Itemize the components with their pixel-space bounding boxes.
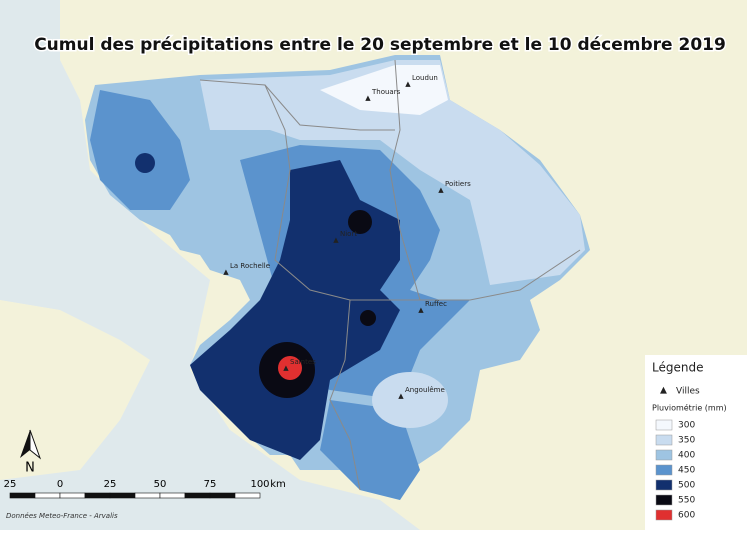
zone-450 bbox=[90, 90, 190, 210]
legend-swatch bbox=[655, 419, 673, 431]
zone-500 bbox=[190, 160, 400, 460]
city-label: Loudun bbox=[412, 74, 438, 82]
scale-label: 50 bbox=[154, 479, 167, 490]
scale-segment bbox=[209, 492, 236, 499]
scale-segment bbox=[9, 492, 36, 499]
scale-segment bbox=[134, 492, 161, 499]
border bbox=[329, 299, 361, 491]
legend-swatch bbox=[655, 434, 673, 446]
city-marker: ▲ bbox=[438, 186, 444, 194]
north-arrow-half bbox=[29, 429, 42, 460]
legend-cities-symbol: ▲ bbox=[660, 386, 667, 396]
legend-title: Légende bbox=[652, 361, 703, 375]
scale-segment bbox=[184, 492, 211, 499]
scale-segment bbox=[159, 492, 186, 499]
scale-segment bbox=[59, 492, 86, 499]
zone-600 bbox=[278, 356, 302, 380]
legend-value: 300 bbox=[678, 421, 695, 431]
scale-label: 25 bbox=[104, 479, 117, 490]
city-marker: ▲ bbox=[418, 306, 424, 314]
legend-swatch bbox=[655, 509, 673, 521]
legend-value: 350 bbox=[678, 436, 695, 446]
city-marker: ▲ bbox=[398, 392, 404, 400]
city-label: Saintes bbox=[290, 358, 316, 366]
border bbox=[389, 59, 421, 301]
city-marker: ▲ bbox=[365, 94, 371, 102]
city-marker: ▲ bbox=[333, 236, 339, 244]
city-label: Ruffec bbox=[425, 300, 447, 308]
border bbox=[199, 79, 581, 301]
scale-label: 0 bbox=[57, 479, 63, 490]
legend-value: 600 bbox=[678, 511, 695, 521]
zone-500 bbox=[135, 153, 155, 173]
scale-label: 75 bbox=[204, 479, 217, 490]
zone-300 bbox=[320, 65, 448, 115]
scale-label: 25 bbox=[4, 479, 17, 490]
north-label: N bbox=[25, 461, 35, 476]
city-marker: ▲ bbox=[405, 80, 411, 88]
legend-value: 550 bbox=[678, 496, 695, 506]
border bbox=[264, 84, 395, 131]
title: Cumul des précipitations entre le 20 sep… bbox=[34, 35, 726, 55]
zone-550 bbox=[360, 310, 376, 326]
zone-550 bbox=[348, 210, 372, 234]
legend-value: 450 bbox=[678, 466, 695, 476]
city-label: Angoulême bbox=[405, 386, 445, 394]
scale-segment bbox=[234, 492, 261, 499]
scale-label: 100 bbox=[250, 479, 269, 490]
zone-350 bbox=[200, 60, 585, 285]
legend-swatch bbox=[655, 494, 673, 506]
scale-segment bbox=[84, 492, 111, 499]
scale-unit: km bbox=[270, 479, 286, 490]
city-label: La Rochelle bbox=[230, 262, 270, 270]
legend-swatch bbox=[655, 449, 673, 461]
north-arrow-half bbox=[20, 430, 30, 458]
city-marker: ▲ bbox=[223, 268, 229, 276]
legend-value: 500 bbox=[678, 481, 695, 491]
scale-segment bbox=[109, 492, 136, 499]
city-marker: ▲ bbox=[283, 364, 289, 372]
city-label: Thouars bbox=[371, 88, 401, 96]
credit: Données Meteo-France - Arvalis bbox=[6, 512, 118, 520]
department-borders bbox=[199, 59, 581, 491]
legend-swatch bbox=[655, 479, 673, 491]
legend-rain-label: Pluviométrie (mm) bbox=[652, 403, 727, 413]
rain-zones bbox=[85, 55, 590, 500]
legend-value: 400 bbox=[678, 451, 695, 461]
city-label: Niort bbox=[340, 230, 357, 238]
legend-cities-label: Villes bbox=[676, 387, 700, 397]
city-label: Poitiers bbox=[445, 180, 471, 188]
land bbox=[0, 300, 150, 480]
legend-swatch bbox=[655, 464, 673, 476]
zone-350 bbox=[372, 372, 448, 428]
north-arrow: N bbox=[20, 429, 42, 476]
scale-segment bbox=[34, 492, 61, 499]
